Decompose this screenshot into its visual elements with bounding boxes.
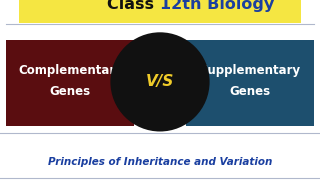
FancyBboxPatch shape xyxy=(6,40,134,126)
Text: V/S: V/S xyxy=(146,74,174,89)
Text: Complementary: Complementary xyxy=(18,64,123,77)
Text: Supplementary: Supplementary xyxy=(199,64,300,77)
Text: Genes: Genes xyxy=(229,85,270,98)
Text: Genes: Genes xyxy=(50,85,91,98)
Text: Principles of Inheritance and Variation: Principles of Inheritance and Variation xyxy=(48,157,272,167)
Ellipse shape xyxy=(110,32,210,132)
FancyBboxPatch shape xyxy=(19,0,301,22)
FancyBboxPatch shape xyxy=(186,40,314,126)
Text: 12th Biology: 12th Biology xyxy=(160,0,274,12)
Text: Class: Class xyxy=(108,0,160,12)
